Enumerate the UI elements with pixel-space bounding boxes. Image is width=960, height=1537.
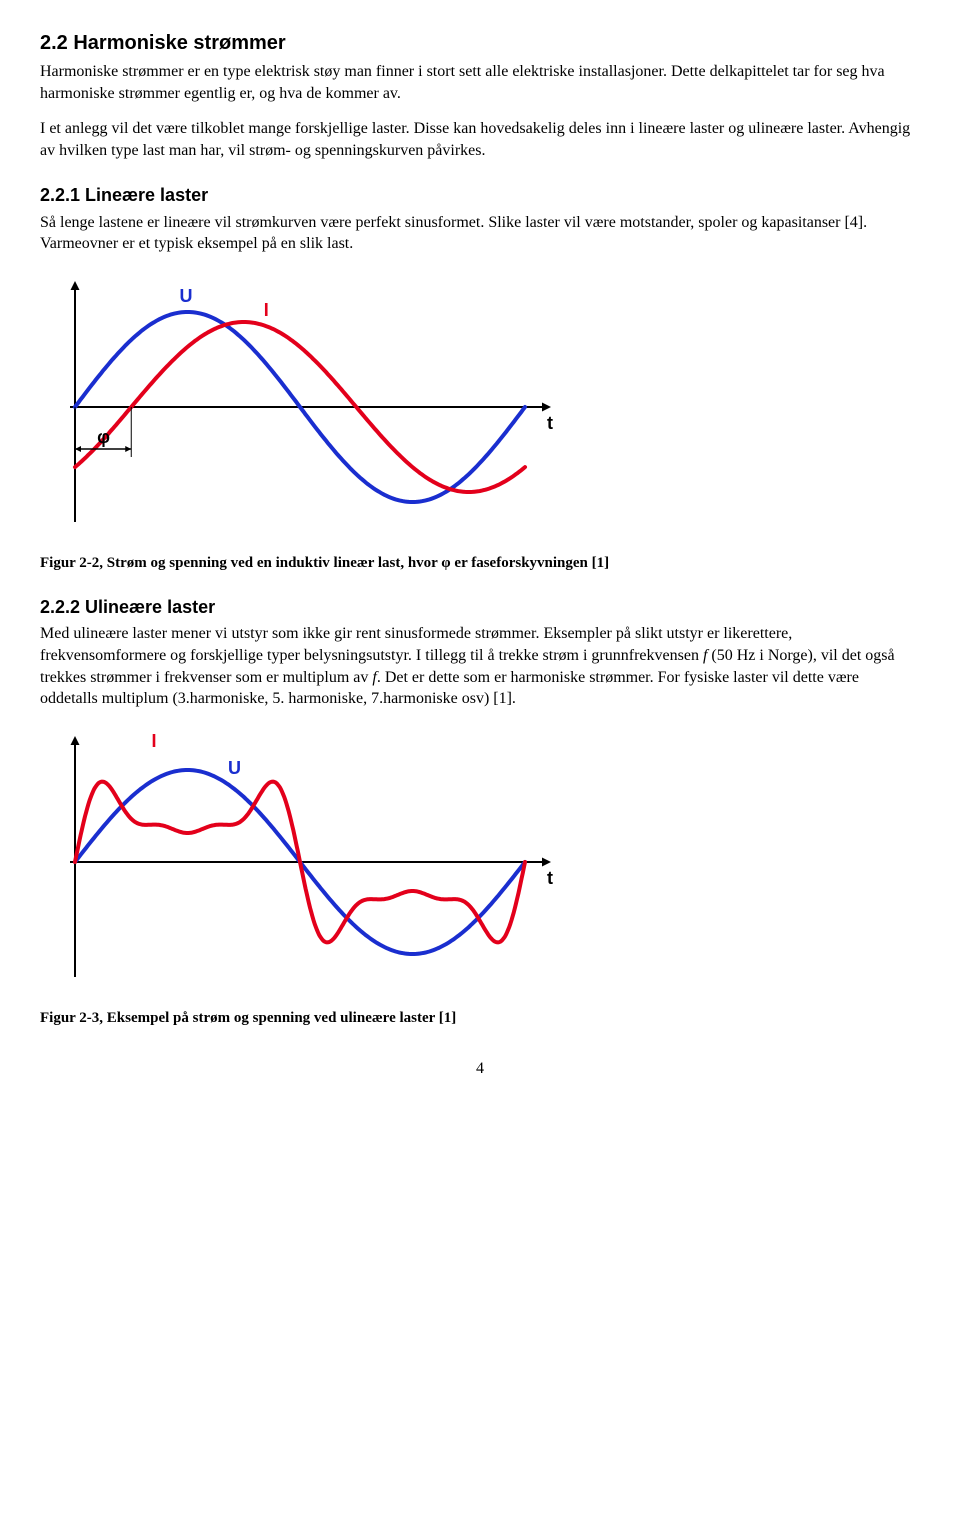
section-2-2-2-heading: 2.2.2 Ulineære laster	[40, 595, 920, 619]
section-2-2-p2: I et anlegg vil det være tilkoblet mange…	[40, 118, 920, 161]
svg-text:φ: φ	[97, 427, 110, 447]
figure-2-2: t U Iφ	[40, 277, 920, 537]
svg-text:t: t	[547, 413, 553, 433]
section-2-2-p1: Harmoniske strømmer er en type elektrisk…	[40, 61, 920, 104]
svg-text:I: I	[152, 732, 157, 751]
svg-text:t: t	[547, 868, 553, 888]
section-2-2-heading: 2.2 Harmoniske strømmer	[40, 30, 920, 57]
figure-2-3: t I U	[40, 732, 920, 992]
p-text: Med ulineære laster mener vi utstyr som …	[40, 625, 792, 664]
svg-text:U: U	[180, 286, 193, 306]
figure-2-2-svg: t U Iφ	[40, 277, 570, 537]
figure-2-3-svg: t I U	[40, 732, 570, 992]
section-2-2-1-p1: Så lenge lastene er lineære vil strømkur…	[40, 212, 920, 255]
section-2-2-2-p1: Med ulineære laster mener vi utstyr som …	[40, 623, 920, 709]
svg-text:U: U	[228, 758, 241, 778]
page-number: 4	[40, 1058, 920, 1080]
section-2-2-1-heading: 2.2.1 Lineære laster	[40, 183, 920, 207]
figure-2-3-caption: Figur 2-3, Eksempel på strøm og spenning…	[40, 1008, 920, 1028]
svg-text:I: I	[264, 300, 269, 320]
figure-2-2-caption: Figur 2-2, Strøm og spenning ved en indu…	[40, 553, 920, 573]
